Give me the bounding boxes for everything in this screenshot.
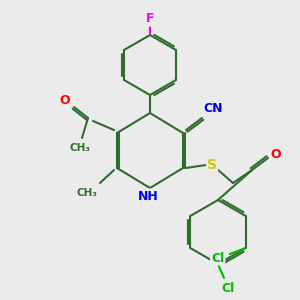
- Text: O: O: [271, 148, 281, 160]
- Text: O: O: [60, 94, 70, 107]
- Text: CN: CN: [203, 103, 223, 116]
- Text: CH₃: CH₃: [70, 143, 91, 153]
- Text: Cl: Cl: [221, 281, 235, 295]
- Text: F: F: [146, 13, 154, 26]
- Text: Cl: Cl: [211, 251, 224, 265]
- Text: NH: NH: [138, 190, 158, 202]
- Text: S: S: [207, 158, 217, 172]
- Text: CH₃: CH₃: [76, 188, 98, 198]
